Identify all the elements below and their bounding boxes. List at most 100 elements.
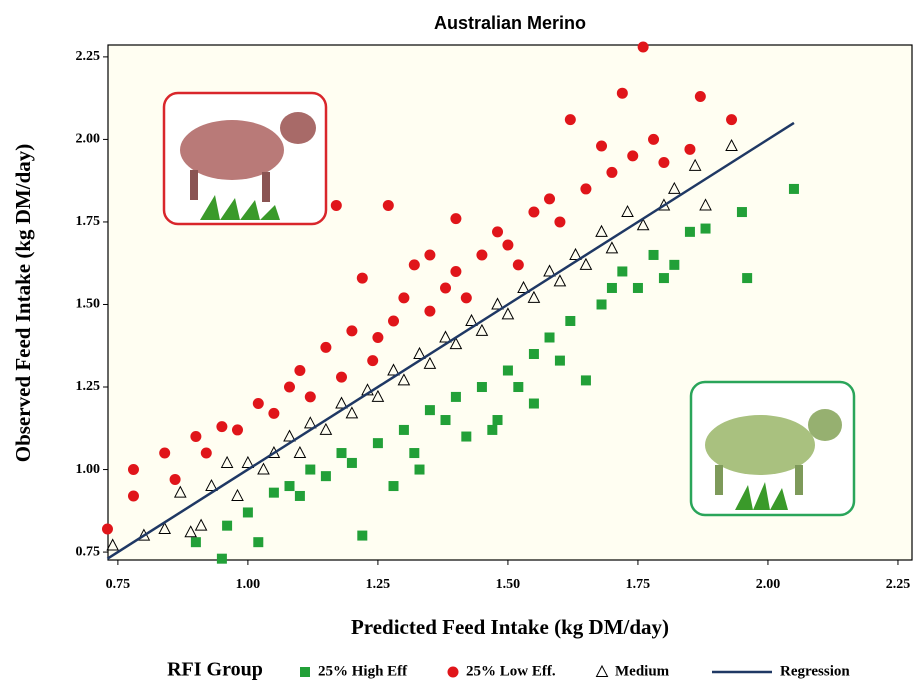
point [450,266,461,277]
point [159,448,170,459]
point [217,554,227,564]
point [268,408,279,419]
point [684,144,695,155]
legend-swatch [300,667,310,677]
point [789,184,799,194]
point [357,273,368,284]
point [305,465,315,475]
point [451,392,461,402]
legend-label: Regression [780,663,850,679]
point [513,259,524,270]
chart: Australian Merino Predicted Feed Intake … [0,0,920,683]
point [294,365,305,376]
point [513,382,523,392]
y-tick-label: 0.75 [76,544,101,559]
legend-swatch [597,666,608,677]
x-tick-label: 1.50 [496,577,521,592]
point [476,249,487,260]
point [269,488,279,498]
point [685,227,695,237]
point [648,134,659,145]
x-tick-label: 0.75 [106,577,131,592]
sheep-head [808,409,842,441]
point [372,332,383,343]
point [305,391,316,402]
point [441,415,451,425]
point [337,448,347,458]
legend-swatch [448,667,459,678]
point [649,250,659,260]
point [695,91,706,102]
point [529,399,539,409]
point [544,193,555,204]
point [555,356,565,366]
point [191,537,201,547]
point [383,200,394,211]
sheep-leg [795,465,803,495]
point [253,398,264,409]
point [596,141,607,152]
point [737,207,747,217]
point [658,157,669,168]
point [399,425,409,435]
point [502,240,513,251]
point [545,332,555,342]
x-tick-label: 2.25 [886,577,911,592]
point [633,283,643,293]
y-tick-label: 2.25 [76,49,101,64]
point [295,491,305,501]
point [503,366,513,376]
point [409,259,420,270]
point [232,424,243,435]
point [253,537,263,547]
y-tick-label: 1.25 [76,379,101,394]
ram-image-red [164,93,326,224]
ram-image-green [691,382,854,515]
point [367,355,378,366]
point [461,432,471,442]
y-tick-label: 1.00 [76,462,101,477]
x-tick-label: 1.75 [626,577,651,592]
point [201,448,212,459]
point [346,325,357,336]
point [128,490,139,501]
point [461,292,472,303]
point [320,342,331,353]
point [669,260,679,270]
x-tick-label: 1.25 [366,577,391,592]
point [424,306,435,317]
point [388,315,399,326]
y-tick-label: 2.00 [76,132,101,147]
point [487,425,497,435]
point [659,273,669,283]
point [529,349,539,359]
point [331,200,342,211]
legend-label: 25% High Eff [318,663,408,679]
point [627,150,638,161]
point [216,421,227,432]
sheep-leg [262,172,270,202]
point [347,458,357,468]
sheep-head [280,112,316,144]
point [336,372,347,383]
x-tick-label: 2.00 [756,577,781,592]
point [726,114,737,125]
sheep-leg [190,170,198,200]
point [389,481,399,491]
y-tick-label: 1.50 [76,297,101,312]
point [617,266,627,276]
point [415,465,425,475]
point [493,415,503,425]
point [477,382,487,392]
point [581,375,591,385]
y-axis-label: Observed Feed Intake (kg DM/day) [11,144,35,463]
point [284,481,294,491]
point [492,226,503,237]
point [565,114,576,125]
legend-label: Medium [615,663,670,679]
point [701,224,711,234]
chart-title: Australian Merino [434,13,586,33]
point [606,167,617,178]
point [321,471,331,481]
point [409,448,419,458]
